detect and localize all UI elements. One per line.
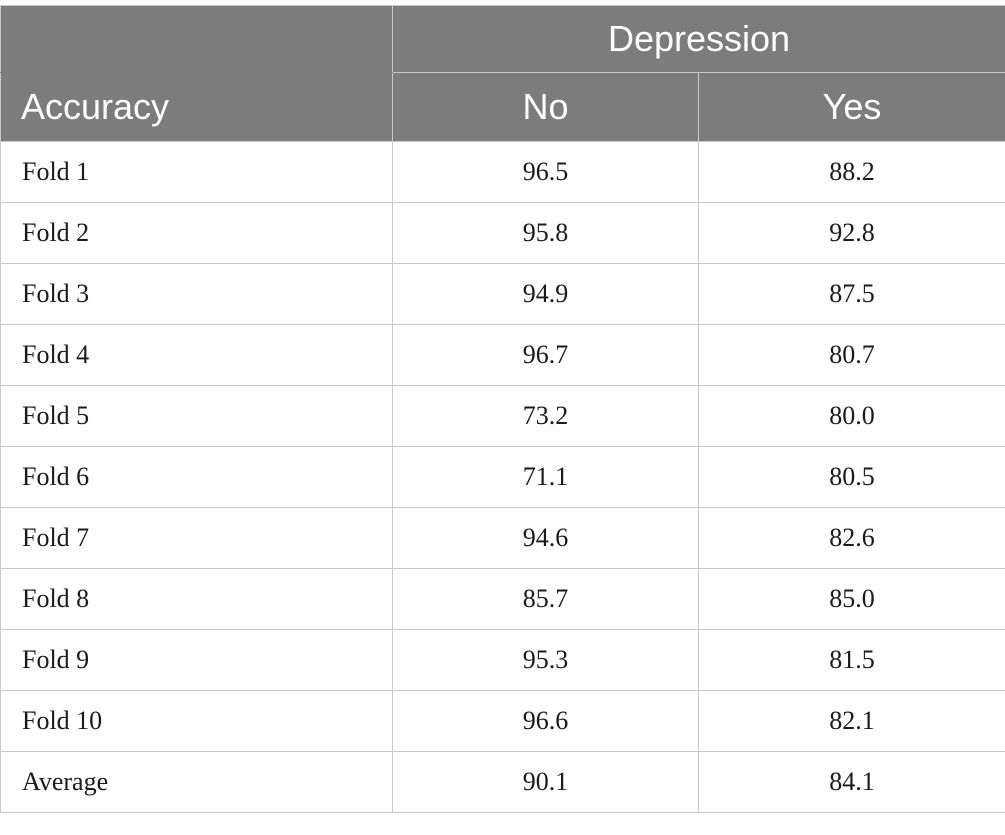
- cell-no: 95.8: [392, 202, 699, 264]
- cell-no: 71.1: [392, 446, 699, 508]
- column-header-no: No: [392, 72, 699, 142]
- cell-no: 96.7: [392, 324, 699, 386]
- row-label: Fold 10: [0, 690, 393, 752]
- header-empty-cell: [0, 5, 393, 73]
- row-label: Fold 1: [0, 141, 393, 203]
- cell-no: 96.6: [392, 690, 699, 752]
- cell-yes: 82.1: [698, 690, 1005, 752]
- cell-yes: 85.0: [698, 568, 1005, 630]
- cell-no: 85.7: [392, 568, 699, 630]
- cell-yes: 84.1: [698, 751, 1005, 813]
- table-row: Fold 5 73.2 80.0: [0, 385, 1005, 447]
- cell-yes: 88.2: [698, 141, 1005, 203]
- header-row-columns: Accuracy No Yes: [0, 72, 1005, 142]
- table-row: Fold 9 95.3 81.5: [0, 629, 1005, 691]
- cell-yes: 87.5: [698, 263, 1005, 325]
- table-row: Fold 3 94.9 87.5: [0, 263, 1005, 325]
- row-label: Fold 7: [0, 507, 393, 569]
- table-row-average: Average 90.1 84.1: [0, 751, 1005, 813]
- row-label: Fold 4: [0, 324, 393, 386]
- row-label: Fold 8: [0, 568, 393, 630]
- cell-yes: 80.0: [698, 385, 1005, 447]
- row-label: Fold 6: [0, 446, 393, 508]
- header-row-group: Depression: [0, 5, 1005, 73]
- column-header-yes: Yes: [698, 72, 1005, 142]
- table-row: Fold 7 94.6 82.6: [0, 507, 1005, 569]
- table-row: Fold 2 95.8 92.8: [0, 202, 1005, 264]
- accuracy-table: Depression Accuracy No Yes Fold 1 96.5 8…: [0, 5, 1005, 813]
- table-row: Fold 4 96.7 80.7: [0, 324, 1005, 386]
- group-header-depression: Depression: [392, 5, 1005, 73]
- cell-no: 94.9: [392, 263, 699, 325]
- row-label: Fold 9: [0, 629, 393, 691]
- row-label: Fold 5: [0, 385, 393, 447]
- cell-yes: 80.7: [698, 324, 1005, 386]
- row-label: Average: [0, 751, 393, 813]
- cell-yes: 82.6: [698, 507, 1005, 569]
- cell-no: 73.2: [392, 385, 699, 447]
- cell-no: 95.3: [392, 629, 699, 691]
- row-label: Fold 3: [0, 263, 393, 325]
- table-body: Fold 1 96.5 88.2 Fold 2 95.8 92.8 Fold 3…: [0, 141, 1005, 813]
- row-label: Fold 2: [0, 202, 393, 264]
- row-header-accuracy: Accuracy: [0, 72, 393, 142]
- cell-yes: 80.5: [698, 446, 1005, 508]
- table-row: Fold 8 85.7 85.0: [0, 568, 1005, 630]
- cell-yes: 92.8: [698, 202, 1005, 264]
- table-header: Depression Accuracy No Yes: [0, 5, 1005, 142]
- table-row: Fold 1 96.5 88.2: [0, 141, 1005, 203]
- cell-yes: 81.5: [698, 629, 1005, 691]
- cell-no: 94.6: [392, 507, 699, 569]
- cell-no: 90.1: [392, 751, 699, 813]
- table-row: Fold 10 96.6 82.1: [0, 690, 1005, 752]
- table-row: Fold 6 71.1 80.5: [0, 446, 1005, 508]
- cell-no: 96.5: [392, 141, 699, 203]
